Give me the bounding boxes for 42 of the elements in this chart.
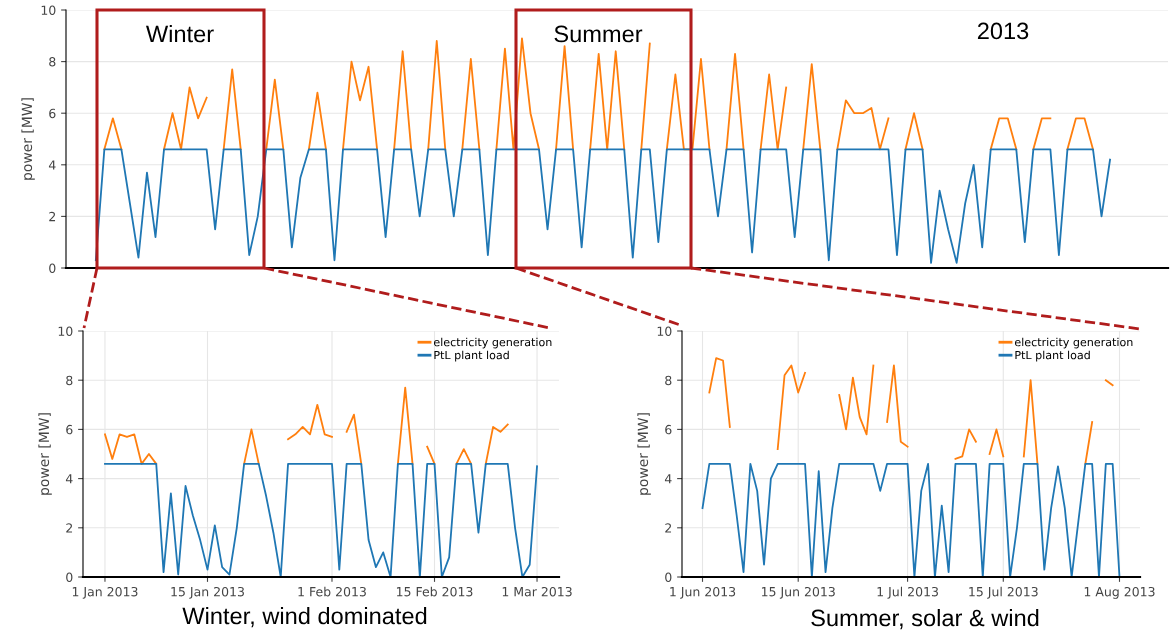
y-tick-label: 2: [49, 211, 56, 222]
y-tick-label: 10: [657, 326, 672, 336]
y-tick-label: 4: [48, 160, 56, 170]
text: Summer, solar & wind: [811, 608, 1039, 630]
x-tick-label: 1 Feb 2013: [298, 586, 366, 597]
y-tick-label: 0: [665, 572, 672, 582]
x-tick-label: 1 Aug 2013: [1084, 586, 1155, 599]
legend-label: PtL plant load: [434, 350, 509, 362]
y-axis-title: power [MW]: [637, 413, 651, 495]
annotation: Winter: [146, 25, 214, 43]
legend-label: electricity generation: [1014, 337, 1133, 349]
y-axis-title: power [MW]: [21, 98, 35, 180]
x-tick-label: 1 Mar 2013: [502, 586, 572, 597]
y-tick-label: 6: [665, 424, 672, 435]
y-axis-title: power [MW]: [38, 413, 52, 495]
y-tick-label: 6: [49, 108, 56, 119]
text: Winter, wind dominated: [182, 606, 427, 628]
line-series: [104, 462, 538, 577]
legend-label: PtL plant load: [1015, 350, 1090, 362]
x-tick-label: 1 Jun 2013: [670, 586, 736, 599]
x-tick-label: 15 Feb 2013: [396, 586, 473, 597]
annotation: 2013: [977, 22, 1029, 40]
line-series: [701, 462, 1121, 577]
y-tick-label: 4: [65, 474, 73, 484]
annotation: Summer: [554, 25, 643, 43]
x-tick-label: 15 Jun 2013: [761, 586, 835, 599]
x-tick-label: 15 Jan 2013: [171, 586, 244, 599]
y-tick-label: 0: [49, 263, 56, 273]
y-tick-label: 4: [664, 474, 672, 484]
x-tick-label: 1 Jul 2013: [877, 586, 938, 599]
y-tick-label: 8: [66, 375, 73, 386]
x-tick-label: 1 Jan 2013: [72, 586, 138, 599]
y-tick-label: 2: [66, 523, 73, 533]
y-tick-label: 8: [665, 375, 672, 386]
legend-label: electricity generation: [433, 337, 552, 349]
y-tick-label: 10: [41, 5, 56, 15]
y-tick-label: 0: [66, 572, 73, 582]
y-tick-label: 10: [58, 326, 73, 336]
y-tick-label: 2: [665, 523, 672, 533]
x-tick-label: 15 Jul 2013: [969, 586, 1038, 599]
y-tick-label: 6: [66, 424, 73, 435]
y-tick-label: 8: [49, 57, 56, 67]
